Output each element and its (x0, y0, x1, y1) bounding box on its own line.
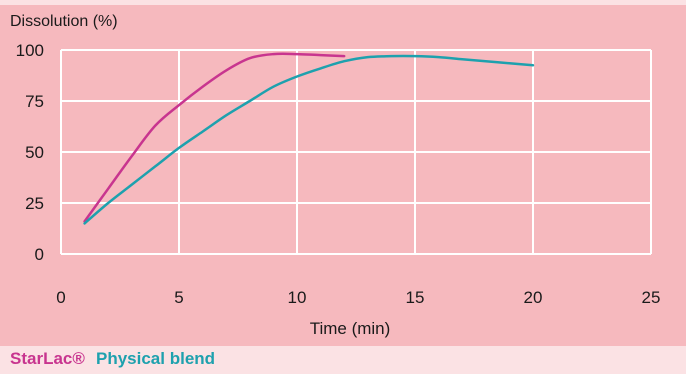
x-tick-label-25: 25 (642, 288, 661, 307)
x-tick-label-15: 15 (406, 288, 425, 307)
legend-item-starlac: StarLac® (10, 349, 85, 368)
x-axis-title: Time (min) (310, 319, 391, 338)
grid-layer (60, 49, 652, 255)
y-axis-title: Dissolution (%) (10, 13, 118, 30)
x-tick-label-20: 20 (524, 288, 543, 307)
y-tick-label-0: 0 (35, 245, 44, 264)
chart-plot: 0 5 10 15 20 25 0 25 50 75 100 Dissolution (%) Tim… (10, 13, 661, 338)
y-tick-label-75: 75 (25, 92, 44, 111)
series-layer (83, 52, 535, 225)
top-strip (0, 0, 686, 5)
tick-layer: 0 5 10 15 20 25 0 25 50 75 100 (16, 41, 661, 307)
legend (0, 346, 686, 374)
x-tick-label-10: 10 (288, 288, 307, 307)
y-tick-label-25: 25 (25, 194, 44, 213)
legend-item-physical-blend: Physical blend (96, 349, 216, 368)
series-line-physical-blend (83, 54, 535, 225)
y-tick-label-100: 100 (16, 41, 44, 60)
x-tick-label-5: 5 (174, 288, 183, 307)
y-tick-label-50: 50 (25, 143, 44, 162)
series-line-starlac (83, 52, 346, 223)
x-tick-label-0: 0 (56, 288, 65, 307)
